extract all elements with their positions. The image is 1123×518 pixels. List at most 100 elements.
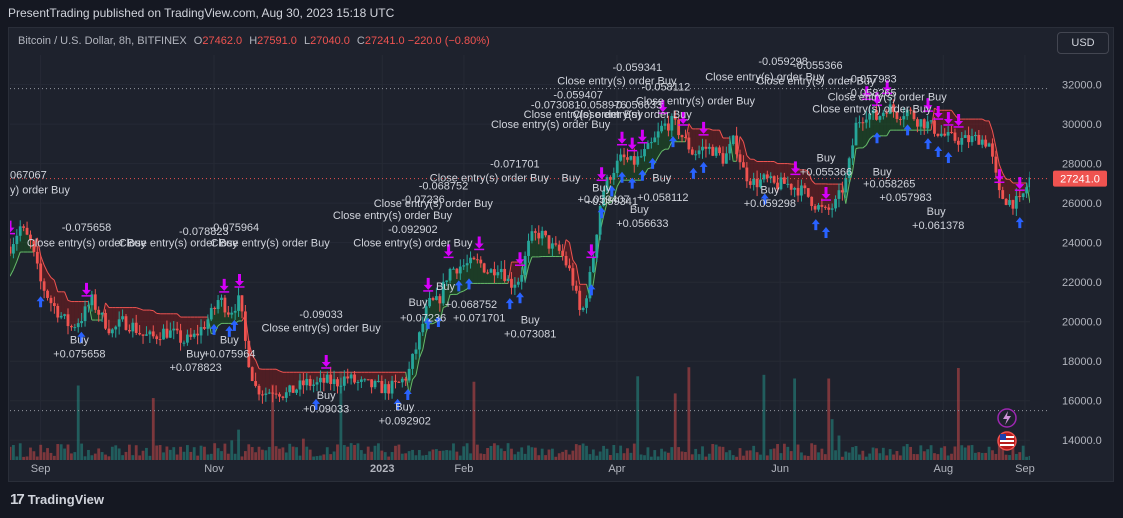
candle-body <box>46 290 49 298</box>
volume-bar <box>827 378 831 460</box>
stop-line-segment <box>616 179 622 187</box>
buy-arrow-icon <box>924 138 932 150</box>
candle-body <box>1018 196 1022 198</box>
close-arrow-icon <box>678 111 688 124</box>
volume-bar <box>544 455 547 460</box>
candle-body <box>782 177 786 184</box>
candle-body <box>486 272 489 274</box>
candle-body <box>656 131 660 138</box>
volume-bar <box>991 450 994 460</box>
candle-body <box>107 328 111 334</box>
volume-bar <box>366 446 370 460</box>
band-segment <box>112 307 116 332</box>
candle-body <box>745 167 749 182</box>
close-arrow-icon <box>617 131 627 144</box>
trade-annotation: +0.058112 <box>637 192 689 204</box>
stop-line-segment <box>869 135 874 140</box>
candle-body <box>175 328 179 331</box>
band-segment <box>767 161 771 178</box>
candle-body <box>834 198 837 209</box>
trade-annotation: Close entry(s) order Buy <box>705 72 825 84</box>
volume-bar <box>373 445 377 460</box>
candle-body <box>134 322 138 333</box>
lightning-icon[interactable] <box>997 408 1017 428</box>
candle-body <box>800 185 803 196</box>
volume-bar <box>284 452 288 460</box>
band-segment <box>750 159 754 184</box>
volume-bar <box>155 445 159 460</box>
close-arrow-icon <box>821 187 831 200</box>
candle-body <box>919 119 923 127</box>
band-segment <box>78 301 82 326</box>
band-segment <box>859 122 863 148</box>
candle-body <box>25 227 29 235</box>
volume-bar <box>994 453 998 460</box>
stop-line-segment <box>852 148 857 172</box>
candle-body <box>933 120 936 134</box>
candle-body <box>520 275 524 282</box>
volume-bar <box>377 443 380 460</box>
trade-annotation: -0.07236 <box>401 194 444 206</box>
band-segment <box>50 277 55 305</box>
close-arrow-icon <box>862 86 872 99</box>
volume-bar <box>564 449 568 460</box>
currency-button[interactable]: USD <box>1057 32 1109 54</box>
volume-bar <box>281 447 285 460</box>
volume-bar <box>1028 455 1030 460</box>
trade-annotation: +0.09033 <box>303 404 349 416</box>
candle-body <box>73 327 77 329</box>
candle-body <box>561 250 565 256</box>
volume-bar <box>250 447 254 460</box>
candle-body <box>254 381 258 386</box>
stop-line-segment <box>47 271 52 278</box>
band-segment <box>269 369 273 394</box>
candle-body <box>970 136 974 143</box>
volume-bar <box>922 451 926 460</box>
time-tick-label: 2023 <box>370 463 394 475</box>
us-flag-icon[interactable] <box>997 431 1017 451</box>
candle-body <box>329 374 333 385</box>
candle-body <box>1001 190 1005 199</box>
volume-bar <box>110 446 114 460</box>
stop-line-segment <box>657 151 662 158</box>
candle-body <box>1014 196 1018 209</box>
low-key: L <box>303 35 311 47</box>
trade-annotation: Buy <box>521 315 540 327</box>
tradingview-brand[interactable]: 17 TradingView <box>10 491 104 508</box>
volume-bar <box>462 446 466 460</box>
buy-arrow-icon <box>393 398 402 410</box>
candle-body <box>851 145 855 159</box>
volume-bar <box>974 452 977 460</box>
buy-arrow-icon <box>669 136 677 148</box>
volume-bar <box>984 452 988 460</box>
volume-bar <box>892 454 895 460</box>
candle-body <box>66 314 70 327</box>
volume-bar <box>83 456 87 460</box>
volume-bar <box>864 456 868 460</box>
candle-body <box>533 231 537 233</box>
volume-bar <box>581 443 585 460</box>
candle-body <box>820 205 824 207</box>
candle-body <box>868 113 872 120</box>
candle-body <box>701 146 704 151</box>
price-change: −220.0 (−0.80%) <box>407 35 490 47</box>
volume-bar <box>435 449 438 460</box>
candle-body <box>980 139 984 145</box>
volume-bar <box>653 450 657 460</box>
candle-body <box>605 177 609 191</box>
stop-line-segment <box>773 161 778 165</box>
stop-line-segment <box>16 251 21 262</box>
volume-bar <box>561 451 565 460</box>
volume-bar <box>56 444 60 460</box>
candle-body <box>735 135 739 155</box>
candle-body <box>936 133 940 136</box>
candle-body <box>991 143 994 157</box>
candle-body <box>673 116 677 120</box>
stop-line-segment <box>592 260 598 284</box>
volume-bar <box>646 447 650 460</box>
signal-markers <box>10 80 1025 410</box>
volume-bar <box>895 451 899 460</box>
band-segment <box>265 369 270 395</box>
stop-line-segment <box>1009 178 1014 184</box>
